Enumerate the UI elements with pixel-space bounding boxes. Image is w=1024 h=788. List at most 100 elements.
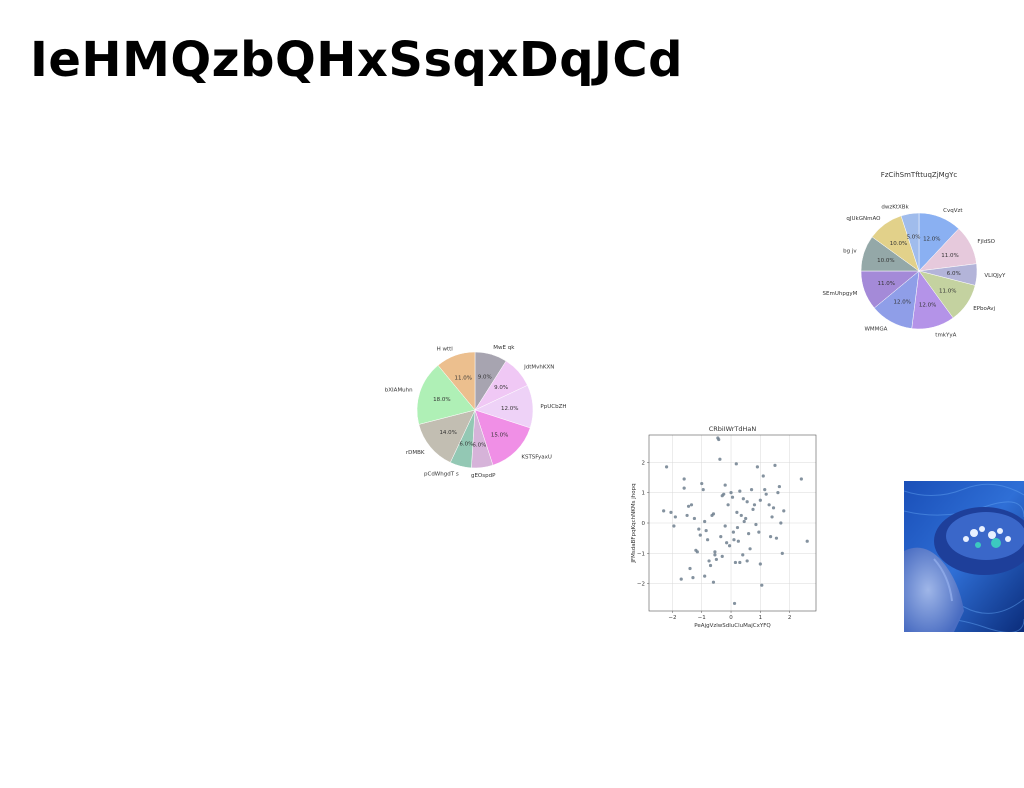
y-tick-label: 0 (642, 521, 646, 527)
scatter-point (682, 486, 686, 490)
scatter-point (799, 477, 803, 481)
pie-label: gEOspdP (471, 473, 496, 479)
pie-label: pCdWhgdT s (424, 471, 459, 477)
pie-pct-label: 5.0% (907, 235, 921, 241)
scatter-point (682, 477, 686, 481)
scatter-point (768, 535, 773, 539)
pie-pct-label: 10.0% (877, 258, 894, 264)
scatter-point (732, 538, 736, 542)
scatter-point (763, 488, 767, 492)
scatter-point (777, 484, 781, 489)
scatter-point (764, 492, 768, 496)
pie-label: qJUkGNmAO (846, 216, 881, 222)
scatter-point (744, 516, 748, 521)
scatter-point (726, 503, 730, 507)
pie-pct-label: 12.0% (923, 237, 940, 243)
pie-pct-label: 14.0% (439, 430, 456, 436)
scatter-point (770, 515, 774, 519)
scatter-point (752, 503, 757, 507)
scatter-point (731, 530, 735, 534)
pie-label: VLIQJyY (984, 273, 1006, 279)
scatter-point (703, 519, 707, 524)
scatter-point (697, 527, 701, 531)
scatter-point (711, 580, 716, 584)
scatter-point (736, 539, 740, 543)
scatter-point (734, 462, 738, 466)
pie-pct-label: 6.0% (947, 271, 961, 277)
scatter-point (754, 522, 758, 527)
scatter-point (733, 560, 738, 565)
scatter-point (729, 491, 733, 495)
x-tick-label: 0 (729, 615, 733, 621)
scatter-point (679, 577, 683, 581)
pie-label: SEmUhpgyM (823, 291, 858, 297)
y-tick-label: 1 (642, 491, 646, 497)
scatter-point (720, 554, 724, 558)
scatter-point (741, 553, 745, 557)
scatter-point (703, 574, 707, 578)
pie-pct-label: 12.0% (501, 406, 518, 412)
pie-pct-label: 11.0% (939, 289, 956, 295)
scatter-point (771, 506, 776, 510)
scatter-point (686, 504, 691, 508)
scatter-point (758, 498, 762, 502)
pie-label: bg jv (843, 249, 857, 255)
photo-graphic (904, 481, 1024, 632)
pie-pct-label: 11.0% (454, 375, 471, 381)
scatter-point (747, 532, 751, 536)
x-tick-label: −2 (668, 615, 676, 621)
pie-label: H wttl (437, 346, 454, 352)
pie-pct-label: 18.0% (433, 397, 450, 403)
pie-pct-label: 6.0% (472, 443, 486, 449)
scatter-point (719, 535, 723, 539)
scatter-point (695, 550, 699, 554)
pie-slice (418, 409, 476, 463)
x-tick-label: 1 (759, 615, 763, 621)
y-tick-label: 2 (642, 460, 646, 466)
scatter-point (779, 521, 783, 525)
photo-image (904, 481, 1024, 632)
scatter-point (739, 513, 743, 518)
y-tick-label: −1 (637, 551, 645, 557)
scatter-point (761, 474, 765, 478)
pie-slice (416, 364, 476, 425)
scatter-point (672, 524, 676, 528)
scatter-point (700, 481, 704, 486)
x-axis-label: PeAjgVzlwSdluCluMajCxYFQ (694, 623, 771, 629)
scatter-point (748, 547, 752, 551)
scatter-point (774, 536, 779, 540)
pie-label: MwE qk (493, 345, 515, 351)
scatter-point (745, 559, 749, 563)
pie-slice (437, 351, 476, 411)
scatter-point (773, 463, 777, 467)
scatter-title: CRbiIWrTdHaN (709, 425, 757, 433)
scatter-point (691, 576, 695, 580)
pie-title-1: FzCihSmTfttuqZjMgYc (881, 171, 958, 179)
scatter-point (707, 559, 711, 563)
x-tick-label: 2 (788, 615, 792, 621)
scatter-point (782, 509, 786, 513)
pie-pct-label: 15.0% (491, 433, 508, 439)
pie-pct-label: 12.0% (893, 299, 910, 305)
scatter-point (749, 488, 754, 492)
scatter-point (735, 510, 739, 514)
scatter-point (698, 533, 702, 537)
scatter-point (776, 491, 780, 495)
scatter-chart: CRbiIWrTdHaN −2 −1 0 1 2 −2 −1 0 1 2 PeAjgVzlwSdluC… (631, 425, 817, 629)
pie-label: FjIdSO (977, 239, 995, 245)
scatter-point (735, 525, 740, 530)
scatter-point (758, 562, 762, 566)
scatter-point (708, 563, 713, 568)
pie-label: rDMBK (406, 450, 425, 456)
pie-pct-label: 10.0% (890, 241, 907, 247)
scatter-point (705, 538, 710, 542)
pie-label: tmkYyA (935, 332, 956, 338)
scatter-point (714, 557, 718, 562)
scatter-point (725, 541, 729, 545)
scatter-point (692, 516, 697, 521)
scatter-point (711, 512, 716, 516)
pie-label: KSTSFyaxU (521, 454, 552, 460)
scatter-point (751, 507, 755, 511)
pie-label: JdtMvhKXN (523, 365, 554, 371)
pie-pct-label: 11.0% (941, 253, 958, 259)
